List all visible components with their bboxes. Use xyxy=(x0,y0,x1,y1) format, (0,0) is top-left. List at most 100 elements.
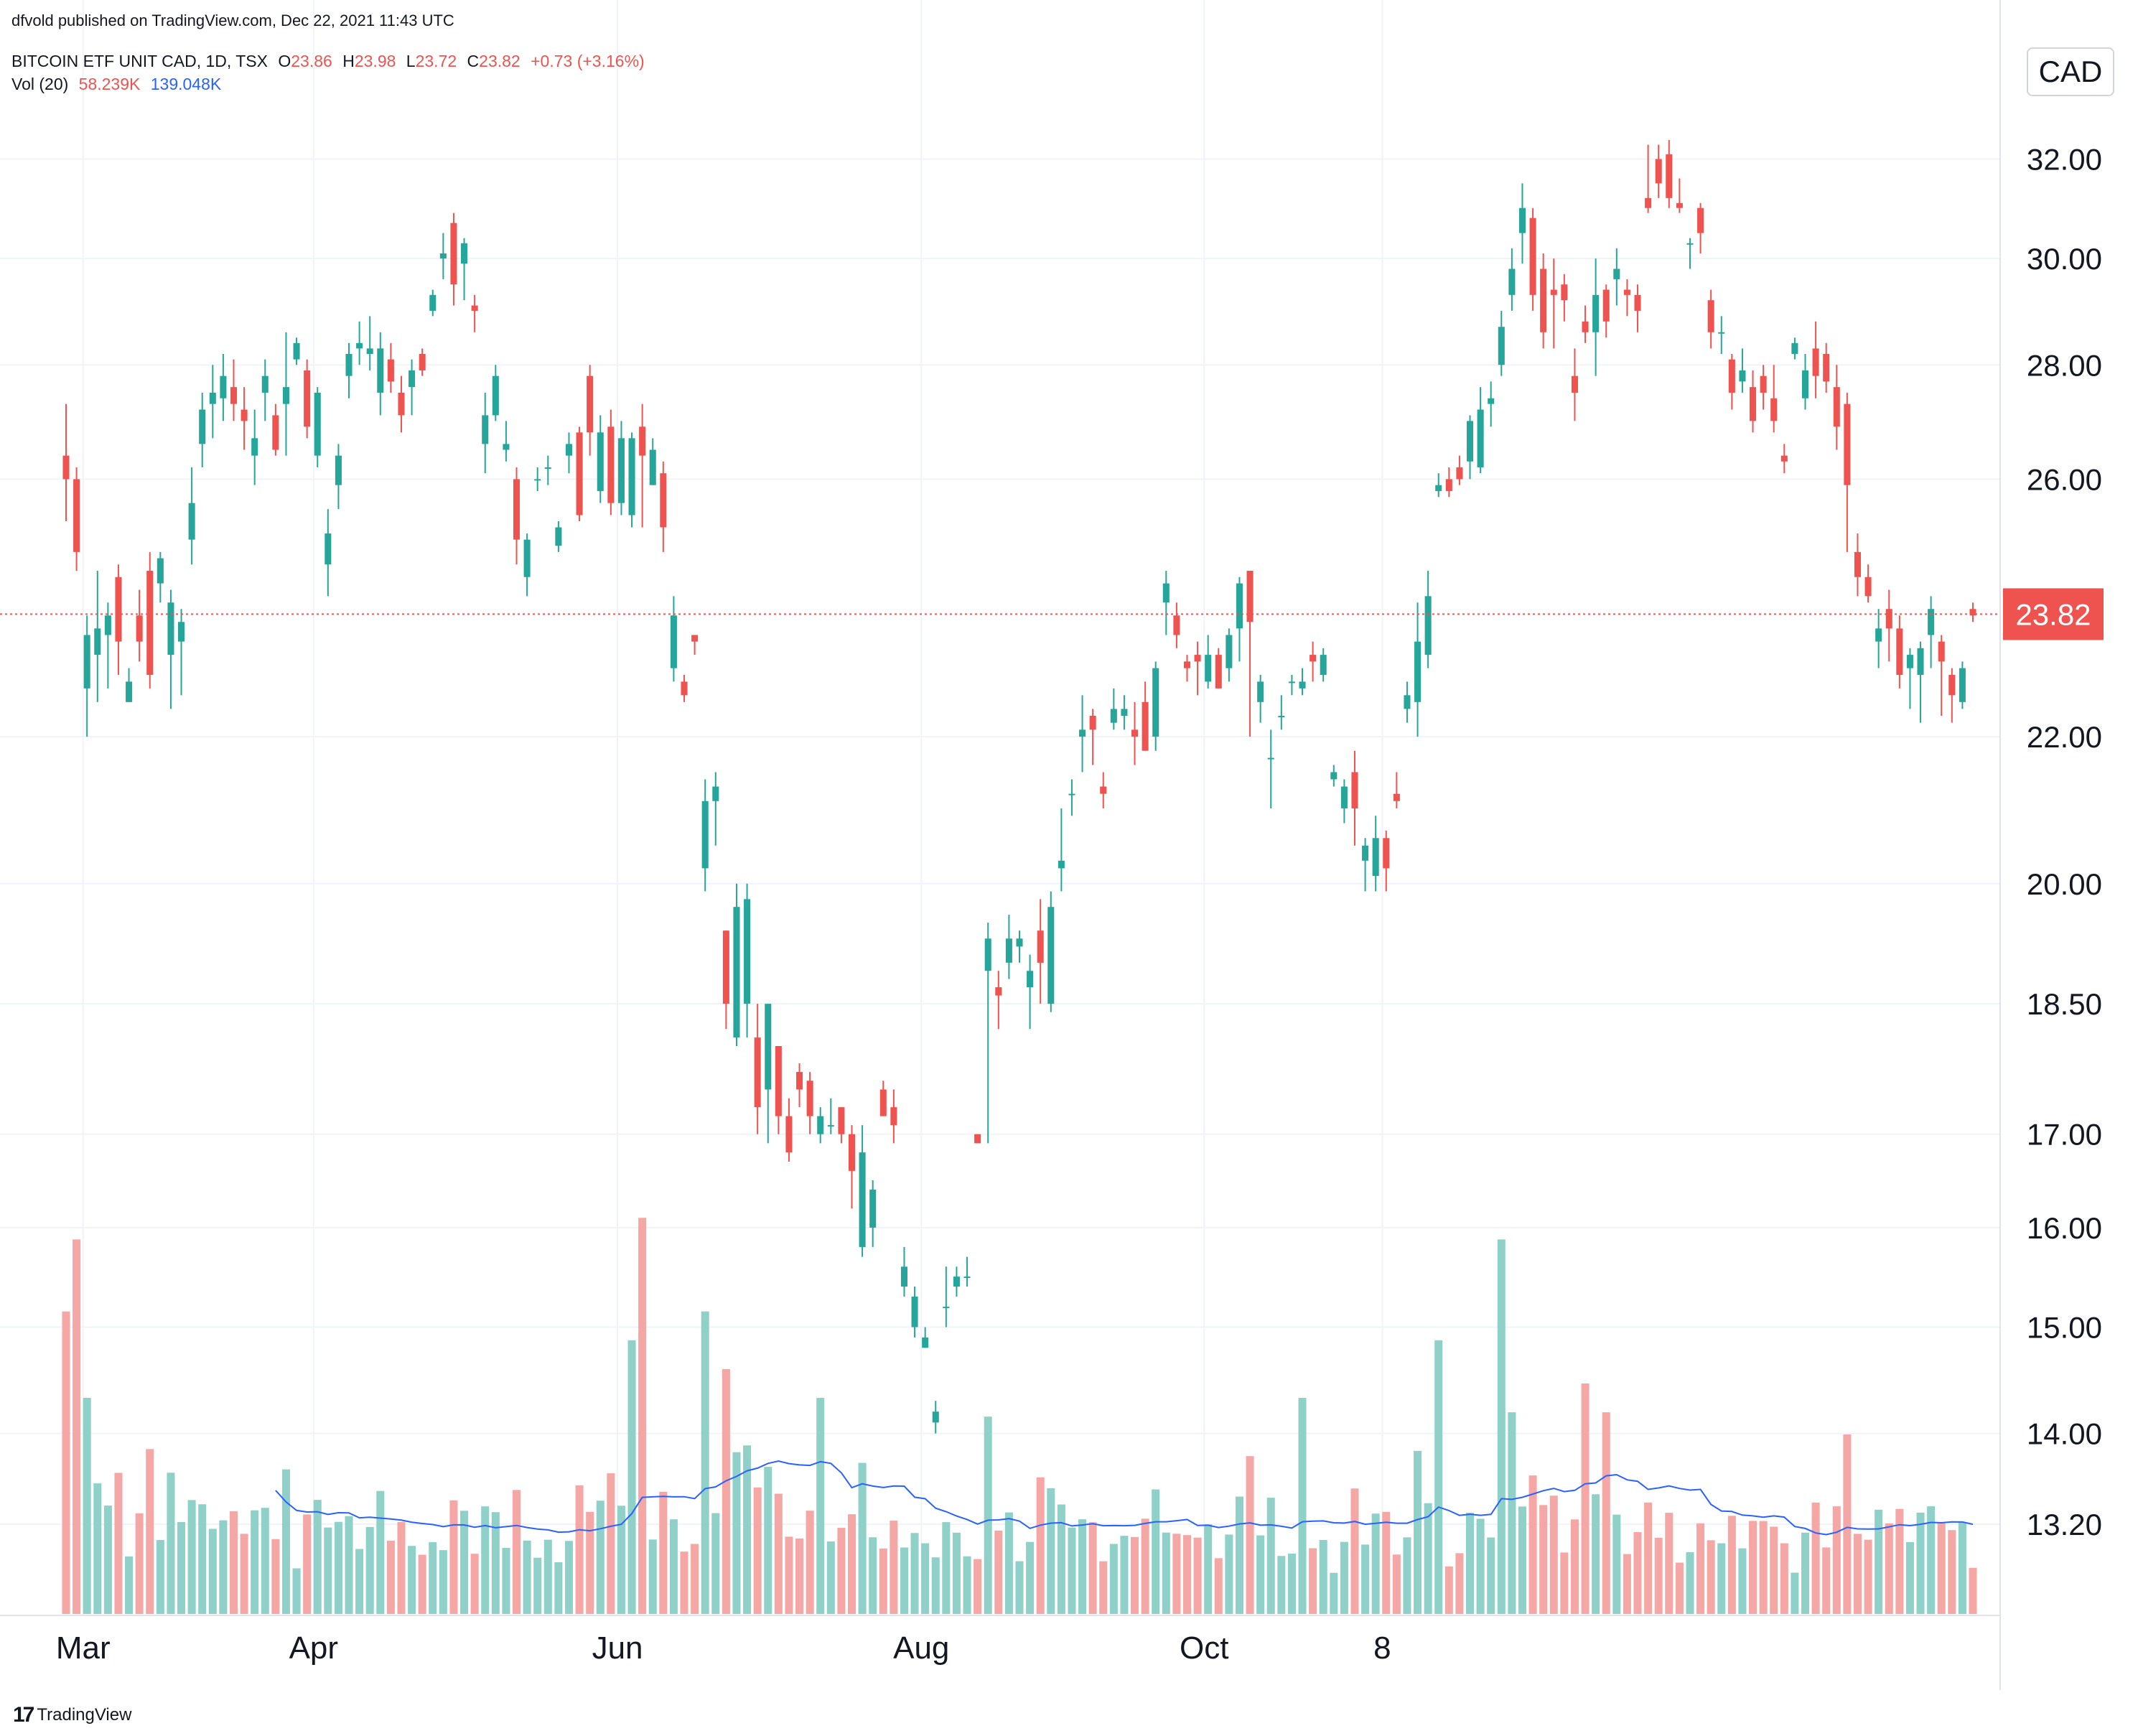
candle-body xyxy=(1162,583,1170,603)
symbol-legend[interactable]: BITCOIN ETF UNIT CAD, 1D, TSX O23.86 H23… xyxy=(11,52,650,71)
volume-bar xyxy=(83,1398,91,1614)
volume-bar xyxy=(1707,1540,1715,1614)
volume-bar xyxy=(418,1554,426,1614)
candle-body xyxy=(167,602,174,655)
volume-bar xyxy=(1623,1554,1631,1614)
volume-ma-line xyxy=(275,1460,1974,1536)
price-tick-label: 28.00 xyxy=(2027,348,2102,382)
volume-bar xyxy=(1235,1496,1243,1614)
candle-body xyxy=(1885,609,1892,629)
volume-bar xyxy=(1026,1541,1035,1614)
candle-body xyxy=(649,449,656,485)
volume-bar xyxy=(365,1526,374,1614)
volume-bar xyxy=(900,1547,908,1614)
volume-bar xyxy=(208,1529,217,1614)
volume-bar xyxy=(931,1557,940,1614)
volume-legend[interactable]: Vol (20) 58.239K 139.048K xyxy=(11,75,227,94)
candle-body xyxy=(1152,668,1159,737)
volume-bar xyxy=(1214,1558,1223,1614)
volume-bar xyxy=(1465,1513,1475,1614)
volume-bar xyxy=(753,1487,762,1614)
candle-body xyxy=(1226,635,1233,668)
volume-bar xyxy=(648,1539,657,1614)
candle-body xyxy=(1875,628,1882,642)
candle-body xyxy=(1823,353,1830,382)
candle-body xyxy=(1550,289,1557,295)
volume-bar xyxy=(1424,1503,1432,1614)
change-value: +0.73 (+3.16%) xyxy=(531,52,645,70)
volume-bar xyxy=(187,1500,196,1614)
volume-bar xyxy=(502,1547,510,1614)
volume-bar xyxy=(1612,1514,1621,1614)
volume-bar xyxy=(408,1546,416,1614)
candle-body xyxy=(1529,218,1536,295)
volume-bar xyxy=(1036,1477,1045,1614)
volume-bar xyxy=(167,1473,175,1614)
volume-bar xyxy=(1225,1534,1233,1614)
volume-bar xyxy=(879,1548,887,1614)
volume-bar xyxy=(952,1532,961,1614)
candle-body xyxy=(765,1004,772,1090)
volume-bar xyxy=(1581,1383,1590,1614)
volume-bar xyxy=(1885,1523,1893,1614)
candle-body xyxy=(1959,668,1966,702)
price-tick-label: 22.00 xyxy=(2027,720,2102,754)
volume-bar xyxy=(1686,1551,1694,1614)
volume-bar xyxy=(261,1508,269,1614)
candle-body xyxy=(691,635,699,642)
volume-bar xyxy=(198,1504,207,1614)
volume-bar xyxy=(1414,1450,1422,1614)
currency-label[interactable]: CAD xyxy=(2027,47,2114,96)
candle-body xyxy=(220,375,227,398)
price-tick-label: 26.00 xyxy=(2027,462,2102,496)
volume-bar xyxy=(984,1417,992,1614)
volume-bar xyxy=(1078,1519,1087,1614)
candle-body xyxy=(1518,207,1526,233)
candle-body xyxy=(94,628,101,655)
volume-bar xyxy=(1895,1508,1904,1614)
candle-body xyxy=(1236,583,1243,629)
volume-bar xyxy=(1309,1548,1317,1614)
volume-bar xyxy=(281,1469,290,1614)
candle-body xyxy=(1488,398,1495,404)
tradingview-footer[interactable]: 17 TradingView xyxy=(13,1703,131,1727)
candle-body xyxy=(83,635,90,689)
volume-bar xyxy=(439,1550,447,1614)
volume-bar xyxy=(1717,1543,1726,1614)
candle-body xyxy=(104,615,111,635)
candle-body xyxy=(1278,716,1285,718)
candle-body xyxy=(1089,716,1096,730)
candle-body xyxy=(1068,793,1075,795)
volume-bar xyxy=(1487,1537,1495,1614)
volume-bar xyxy=(596,1501,604,1614)
candle-body xyxy=(325,533,332,565)
candle-body xyxy=(314,392,321,456)
candle-body xyxy=(1016,938,1023,947)
volume-bar xyxy=(732,1452,741,1614)
volume-bar xyxy=(1099,1561,1108,1614)
volume-bar xyxy=(313,1500,322,1614)
candle-body xyxy=(503,444,510,450)
candle-body xyxy=(1445,479,1452,491)
candle-body xyxy=(377,348,384,393)
candle-body xyxy=(544,467,551,469)
candle-body xyxy=(304,370,311,427)
volume-bar xyxy=(1131,1536,1139,1614)
volume-bar xyxy=(1277,1556,1286,1614)
price-tick-label: 32.00 xyxy=(2027,143,2102,177)
candle-body xyxy=(1561,284,1568,301)
volume-bar xyxy=(764,1467,772,1614)
candle-body xyxy=(482,415,489,444)
candle-body xyxy=(1173,615,1180,635)
candle-body xyxy=(1404,695,1411,709)
candle-body xyxy=(534,479,541,481)
volume-bar xyxy=(481,1506,490,1614)
candle-body xyxy=(1383,838,1390,869)
candle-body xyxy=(419,353,426,370)
volume-bar xyxy=(1193,1537,1202,1614)
volume-bar xyxy=(345,1516,353,1614)
volume-bar xyxy=(1528,1475,1537,1614)
price-tick-label: 18.50 xyxy=(2027,987,2102,1021)
candle-body xyxy=(1739,370,1746,382)
